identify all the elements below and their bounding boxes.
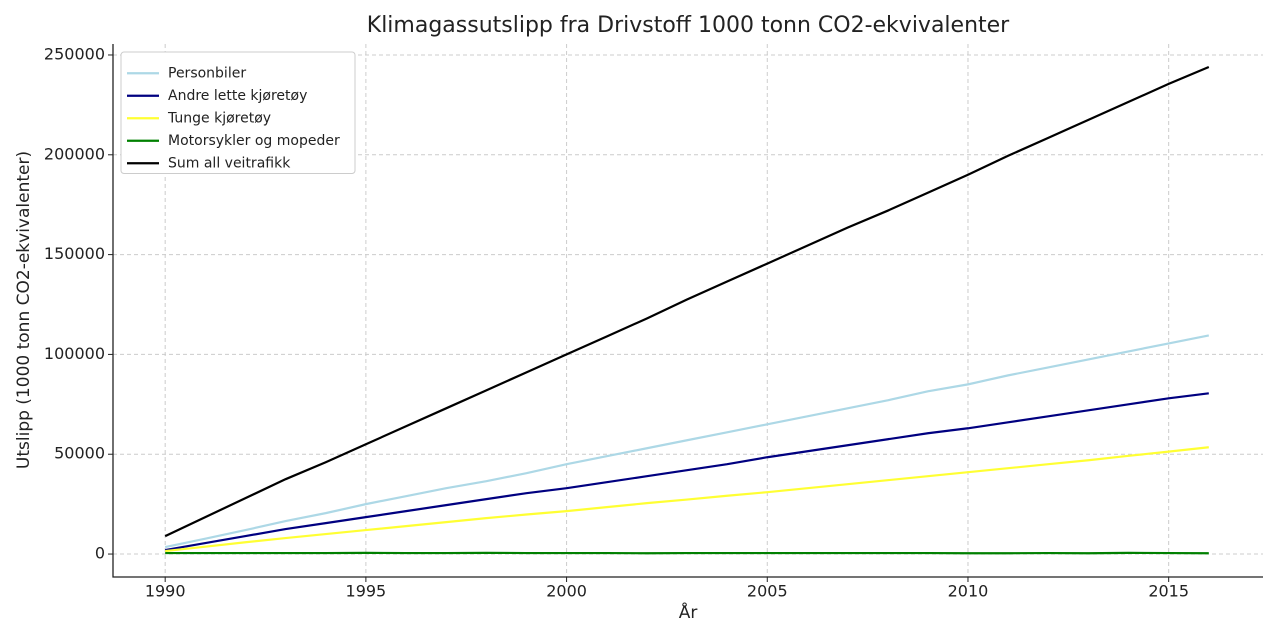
legend-label: Tunge kjøretøy xyxy=(167,110,271,126)
legend-label: Motorsykler og mopeder xyxy=(168,133,340,149)
line-series xyxy=(164,334,1210,549)
axis-frame xyxy=(112,44,1263,578)
y-tick-label: 250000 xyxy=(44,44,105,63)
line-series xyxy=(164,392,1209,552)
legend-label: Personbiler xyxy=(168,65,246,81)
x-tick-label: 1995 xyxy=(346,582,387,601)
x-axis-label: År xyxy=(679,601,698,623)
y-tick-label: 50000 xyxy=(54,444,105,463)
x-tick-label: 2005 xyxy=(747,582,788,601)
y-tick-label: 0 xyxy=(95,544,105,563)
x-tick-label: 2000 xyxy=(546,582,587,601)
legend-label: Sum all veitrafikk xyxy=(168,155,291,171)
x-tick-label: 2010 xyxy=(948,582,989,601)
y-axis-label: Utslipp (1000 tonn CO2-ekvivalenter) xyxy=(14,151,34,469)
line-series xyxy=(164,65,1210,538)
legend-label: Andre lette kjøretøy xyxy=(168,88,307,104)
chart-title: Klimagassutslipp fra Drivstoff 1000 tonn… xyxy=(367,13,1010,38)
y-tick-label: 100000 xyxy=(44,344,105,363)
x-tick-label: 1990 xyxy=(145,582,186,601)
y-tick-label: 200000 xyxy=(44,144,105,163)
legend: Personbiler Andre lette kjøretøy Tunge kjø… xyxy=(120,51,356,174)
legend-box xyxy=(120,51,356,174)
line-series xyxy=(165,446,1209,553)
y-tick-label: 150000 xyxy=(44,244,105,263)
x-tick-label: 2015 xyxy=(1148,582,1189,601)
